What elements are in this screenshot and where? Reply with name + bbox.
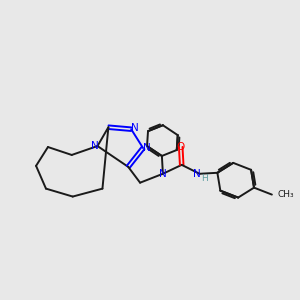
Text: N: N xyxy=(159,169,167,179)
Text: H: H xyxy=(201,174,208,183)
Text: N: N xyxy=(131,123,139,133)
Text: N: N xyxy=(193,169,200,179)
Text: CH₃: CH₃ xyxy=(278,190,294,199)
Text: N: N xyxy=(143,143,151,153)
Text: N: N xyxy=(91,141,98,151)
Text: O: O xyxy=(177,142,185,152)
